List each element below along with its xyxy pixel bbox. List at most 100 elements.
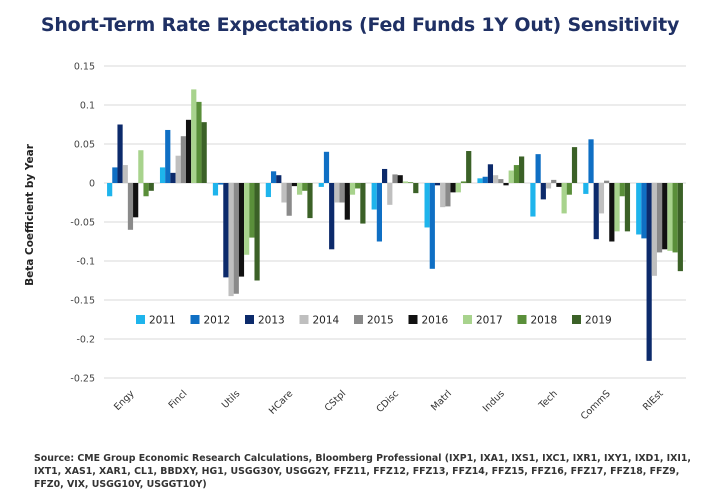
bar-indus-2018 [513, 165, 520, 183]
x-tick-label: Matrl [429, 388, 454, 413]
y-tick-label: -0.1 [76, 257, 95, 268]
legend-swatch [299, 315, 309, 324]
bar-indus-2013 [487, 164, 494, 183]
bar-tech-2016 [556, 183, 562, 187]
bar-hcare-2016 [291, 183, 297, 187]
y-tick-label: -0.15 [70, 296, 95, 307]
bar-engy-2012 [112, 167, 118, 183]
bar-indus-2011 [477, 178, 483, 183]
y-tick-label: 0 [89, 179, 95, 190]
bar-engy-2015 [127, 183, 134, 230]
bar-indus-2019 [519, 156, 525, 183]
bar-cdisc-2012 [376, 183, 382, 242]
bar-rlest-2018 [672, 183, 678, 253]
bar-indus-2015 [498, 179, 504, 183]
bar-cdisc-2011 [371, 183, 377, 210]
bar-utils-2017 [244, 183, 250, 255]
bar-rlest-2016 [662, 183, 668, 250]
bar-comms-2019 [624, 183, 631, 232]
bar-cstpl-2016 [344, 183, 350, 220]
legend-swatch [190, 315, 200, 324]
bar-engy-2016 [133, 183, 139, 218]
bar-fincl-2013 [170, 172, 176, 183]
bar-fincl-2018 [196, 101, 202, 183]
bar-comms-2018 [619, 183, 625, 197]
legend-item: 2015 [354, 315, 394, 327]
bar-comms-2017 [614, 183, 620, 232]
bar-cdisc-2018 [408, 182, 414, 183]
bar-utils-2013 [223, 183, 229, 278]
bar-comms-2014 [598, 183, 605, 214]
bar-indus-2016 [503, 183, 509, 186]
bar-cstpl-2015 [339, 183, 345, 203]
bar-cstpl-2017 [349, 183, 356, 195]
legend-label: 2013 [258, 315, 285, 327]
bar-indus-2014 [493, 175, 499, 183]
bar-indus-2012 [482, 176, 488, 183]
bar-hcare-2013 [276, 175, 282, 183]
legend-label: 2017 [476, 315, 503, 327]
legend: 2011 2012 2013 2014 2015 2016 2017 2018 2019 [136, 315, 612, 327]
bar-cstpl-2012 [323, 151, 330, 183]
bar-cdisc-2016 [397, 175, 403, 183]
bar-engy-2019 [148, 183, 154, 191]
bar-utils-2012 [218, 183, 224, 185]
y-tick-label: -0.25 [70, 374, 95, 385]
bar-indus-2017 [508, 170, 514, 183]
x-tick-label: RlEst [641, 388, 666, 413]
legend-item: 2014 [299, 315, 340, 327]
bar-rlest-2011 [636, 183, 642, 235]
bar-cdisc-2013 [382, 168, 388, 183]
bar-cdisc-2017 [402, 181, 408, 183]
bar-utils-2015 [233, 183, 239, 294]
legend-label: 2011 [149, 315, 176, 327]
bar-hcare-2018 [302, 183, 308, 191]
legend-swatch [354, 315, 363, 324]
bar-fincl-2011 [159, 167, 166, 183]
bar-tech-2012 [535, 154, 541, 183]
x-tick-label: Utils [220, 388, 243, 411]
x-tick-label: Fincl [167, 388, 190, 411]
bar-matrl-2018 [460, 181, 467, 183]
bar-engy-2013 [117, 124, 123, 183]
legend-swatch [245, 315, 254, 324]
bar-rlest-2019 [677, 183, 683, 272]
bar-utils-2019 [254, 183, 260, 281]
bar-utils-2018 [249, 183, 255, 238]
bar-matrl-2017 [455, 183, 461, 193]
bars [107, 89, 683, 361]
y-tick-label: -0.2 [76, 335, 95, 346]
legend-item: 2011 [136, 315, 176, 327]
bar-rlest-2013 [646, 183, 652, 361]
bar-fincl-2012 [165, 129, 171, 183]
bar-comms-2015 [604, 180, 610, 183]
legend-item: 2017 [463, 315, 503, 327]
x-tick-label: Tech [536, 388, 560, 412]
bar-engy-2017 [138, 150, 144, 183]
bar-comms-2013 [593, 183, 599, 240]
bar-rlest-2017 [667, 183, 673, 251]
bar-matrl-2013 [434, 183, 441, 186]
legend-item: 2018 [517, 315, 558, 327]
bar-comms-2016 [609, 183, 615, 242]
bar-tech-2017 [561, 183, 567, 214]
bar-fincl-2014 [175, 155, 181, 183]
legend-label: 2015 [367, 315, 394, 327]
bar-matrl-2014 [440, 183, 446, 208]
y-tick-label: 0.1 [80, 101, 95, 112]
y-tick-labels: 0.15 0.1 0.05 0 -0.05 -0.1 -0.15 -0.2 -0.25 [70, 62, 95, 385]
bar-hcare-2012 [270, 171, 277, 183]
bar-hcare-2014 [281, 183, 287, 203]
x-tick-label: CStpl [323, 388, 349, 414]
bar-fincl-2019 [201, 122, 207, 183]
bar-comms-2012 [588, 139, 594, 183]
bar-rlest-2014 [651, 183, 657, 276]
x-tick-label: CDisc [374, 388, 401, 415]
bar-fincl-2016 [185, 119, 192, 183]
bar-tech-2013 [540, 183, 546, 200]
legend-label: 2018 [531, 315, 558, 327]
bar-cstpl-2011 [318, 183, 324, 187]
bar-matrl-2011 [424, 183, 430, 228]
legend-item: 2019 [572, 315, 612, 327]
legend-label: 2012 [204, 315, 231, 327]
